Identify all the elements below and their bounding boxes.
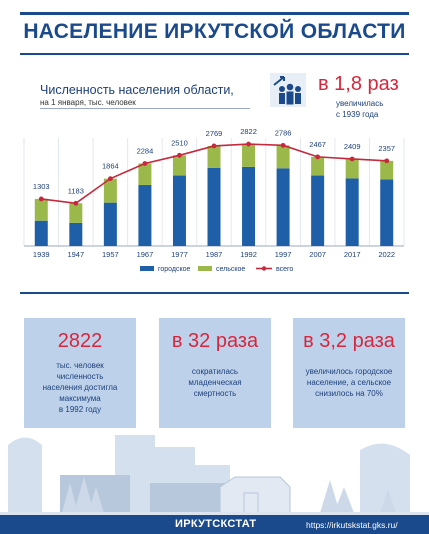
bar-urban <box>380 179 394 246</box>
legend-swatch <box>198 266 212 271</box>
legend-swatch-point <box>261 266 267 271</box>
legend-label: городское <box>158 266 191 273</box>
bar-urban <box>69 222 83 246</box>
bar-urban <box>138 184 152 246</box>
bar-rural <box>242 144 256 167</box>
headline-caption-line-1: увеличилась <box>336 99 384 108</box>
bar-urban <box>34 220 48 246</box>
title-rule <box>20 53 409 55</box>
footer-brand: ИРКУТСКСТАТ <box>175 518 257 530</box>
point-total <box>211 143 217 149</box>
data-label: 2786 <box>275 128 292 137</box>
data-label: 1183 <box>68 186 84 195</box>
x-tick-label: 1939 <box>33 250 50 259</box>
x-tick-label: 1997 <box>275 250 292 259</box>
bar-urban <box>242 166 256 246</box>
x-tick-label: 1992 <box>240 250 257 259</box>
card-value: в 3,2 раза <box>303 330 395 352</box>
x-tick-label: 1967 <box>137 250 154 259</box>
legend-swatch <box>140 266 154 271</box>
card-text-line: население, а сельское <box>306 378 392 387</box>
card-text-line: сократилась <box>191 367 239 376</box>
legend-label: сельское <box>216 266 245 273</box>
point-total <box>246 141 251 147</box>
legend-label: всего <box>276 266 293 273</box>
x-tick-label: 2017 <box>344 250 361 259</box>
point-total <box>73 200 79 206</box>
card-text-line: населения достигла <box>42 383 118 392</box>
data-label: 2357 <box>378 144 395 153</box>
point-total <box>315 154 321 160</box>
card-text: сократилась младенческая смертность <box>165 366 265 399</box>
bar-urban <box>172 175 186 246</box>
card-text-line: численность <box>56 372 104 381</box>
x-tick-label: 1987 <box>206 250 223 259</box>
population-chart: 1939 1947 1957 1967 1977 1987 1992 1997 2007 2017… <box>23 127 405 273</box>
point-total <box>107 176 113 182</box>
data-label: 2284 <box>137 146 154 155</box>
card-text-line: максимума <box>59 394 101 403</box>
x-tick-label: 2007 <box>309 250 326 259</box>
data-label: 2769 <box>206 129 223 138</box>
bar-urban <box>311 175 325 246</box>
page-title: НАСЕЛЕНИЕ ИРКУТСКОЙ ОБЛАСТИ <box>23 20 406 43</box>
card-text: тыс. человек численность населения дости… <box>30 360 130 415</box>
section-rule <box>20 292 409 294</box>
stat-card-urban-growth: в 3,2 раза увеличилось городское населен… <box>293 318 405 428</box>
bar-rural <box>311 156 325 176</box>
chart-title-rule <box>40 108 250 109</box>
footer-bar <box>0 515 429 534</box>
card-text-line: тыс. человек <box>56 361 104 370</box>
bar-rural <box>103 178 117 203</box>
headline-value: в 1,8 раз <box>318 73 399 95</box>
chart-subtitle: на 1 января, тыс. человек <box>40 98 136 107</box>
data-label: 2467 <box>309 140 326 149</box>
people-growth-icon <box>270 73 306 107</box>
card-value: в 32 раза <box>171 330 259 352</box>
point-total <box>384 158 390 164</box>
bar-rural <box>207 145 221 168</box>
stat-card-infant-mortality: в 32 раза сократилась младенческая смерт… <box>159 318 271 428</box>
card-text-line: увеличилось городское <box>305 367 393 376</box>
point-total <box>177 152 182 158</box>
chart-title: Численность населения области, <box>40 83 234 97</box>
card-text-line: младенческая <box>188 378 242 387</box>
bar-rural <box>276 145 290 169</box>
point-total <box>38 196 44 202</box>
footer-url-link[interactable]: https://irkutskstat.gks.ru/ <box>306 520 398 530</box>
card-text-line: в 1992 году <box>58 405 102 414</box>
card-value: 2822 <box>57 330 103 352</box>
bar-rural <box>172 155 186 176</box>
bar-urban <box>345 178 359 246</box>
x-tick-label: 2022 <box>378 250 395 259</box>
card-text: увеличилось городское население, а сельс… <box>299 366 399 399</box>
data-label: 2409 <box>344 142 361 151</box>
bar-rural <box>34 198 48 221</box>
headline-caption-line-2: с 1939 года <box>336 110 379 119</box>
data-label: 1303 <box>33 182 50 191</box>
x-tick-label: 1977 <box>171 250 188 259</box>
bar-urban <box>207 167 221 246</box>
data-label: 2510 <box>171 138 188 147</box>
stat-card-peak: 2822 тыс. человек численность населения … <box>24 318 136 428</box>
point-total <box>349 156 355 162</box>
card-text-line: смертность <box>193 389 237 398</box>
bar-rural <box>138 163 152 185</box>
data-label: 1864 <box>102 162 119 171</box>
bar-rural <box>345 158 359 179</box>
bar-rural <box>380 160 394 180</box>
headline-caption: увеличилась с 1939 года <box>336 98 383 120</box>
top-rule <box>20 12 409 15</box>
bar-urban <box>276 168 290 246</box>
data-label: 2822 <box>240 127 257 136</box>
x-tick-label: 1957 <box>102 250 119 259</box>
city-skyline-illustration <box>0 435 429 515</box>
point-total <box>142 161 148 166</box>
bar-urban <box>103 202 117 246</box>
point-total <box>280 142 286 148</box>
card-text-line: снизилось на 70% <box>315 389 383 398</box>
x-tick-label: 1947 <box>67 250 84 259</box>
bar-rural <box>69 203 83 223</box>
